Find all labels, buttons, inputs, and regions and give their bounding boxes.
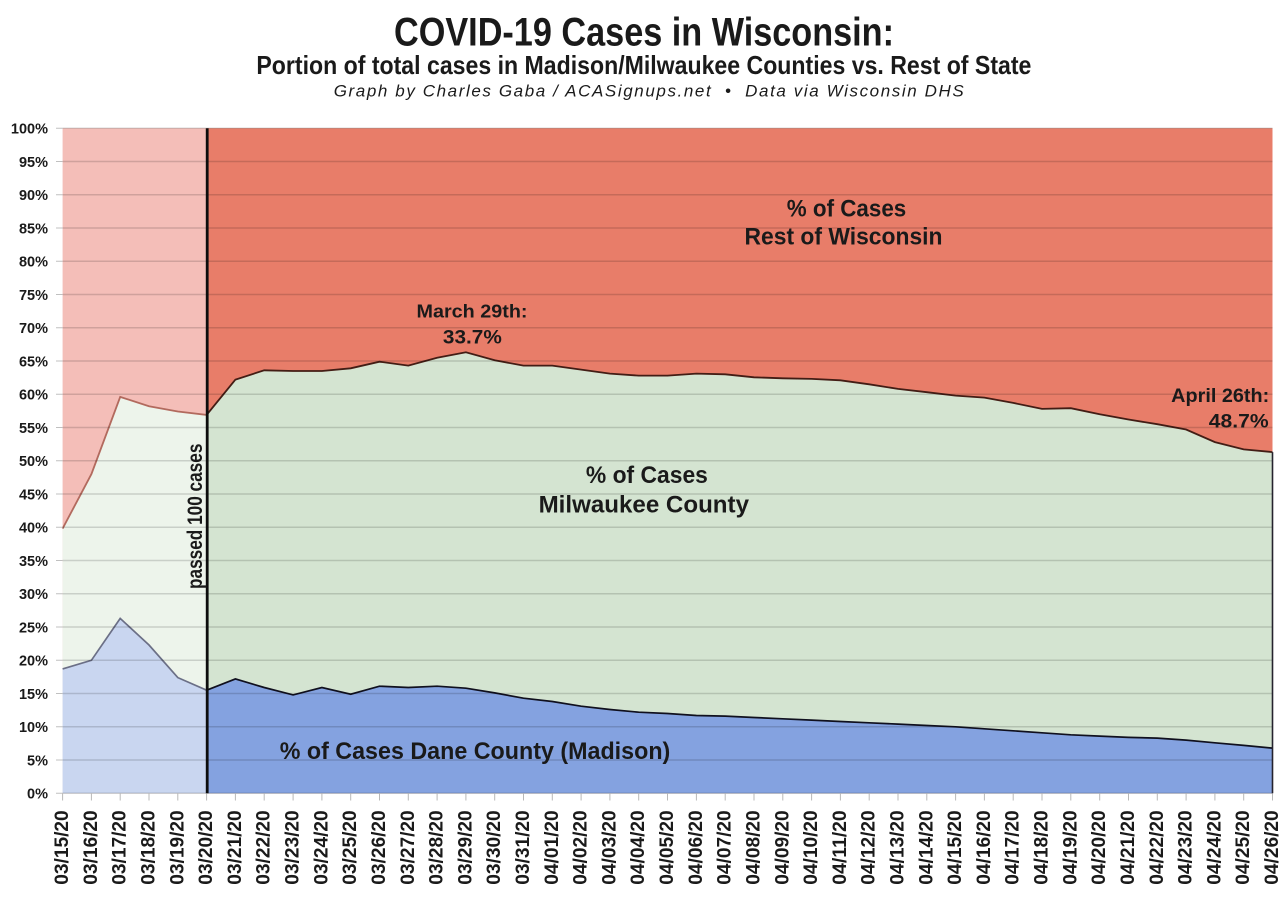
svg-text:85%: 85% xyxy=(19,221,48,237)
svg-text:03/30/20: 03/30/20 xyxy=(484,810,505,884)
svg-text:04/15/20: 04/15/20 xyxy=(945,810,966,884)
svg-text:% of Cases Dane County (Madiso: % of Cases Dane County (Madison) xyxy=(280,738,671,765)
svg-text:Graph by Charles Gaba / ACASig: Graph by Charles Gaba / ACASignups.net •… xyxy=(334,82,965,101)
svg-text:COVID-19 Cases in Wisconsin:: COVID-19 Cases in Wisconsin: xyxy=(394,11,894,55)
svg-text:04/25/20: 04/25/20 xyxy=(1233,810,1254,884)
svg-text:15%: 15% xyxy=(19,687,48,703)
svg-text:55%: 55% xyxy=(19,421,48,437)
svg-text:04/23/20: 04/23/20 xyxy=(1176,810,1197,884)
svg-text:March 29th:: March 29th: xyxy=(417,301,528,322)
svg-text:03/15/20: 03/15/20 xyxy=(52,810,73,884)
svg-text:50%: 50% xyxy=(19,454,48,470)
svg-text:04/19/20: 04/19/20 xyxy=(1060,810,1081,884)
svg-text:04/14/20: 04/14/20 xyxy=(916,810,937,884)
svg-text:03/22/20: 03/22/20 xyxy=(254,810,275,884)
svg-text:25%: 25% xyxy=(19,620,48,636)
svg-text:03/25/20: 03/25/20 xyxy=(340,810,361,884)
svg-text:04/01/20: 04/01/20 xyxy=(542,810,563,884)
svg-text:03/26/20: 03/26/20 xyxy=(369,810,390,884)
svg-text:04/05/20: 04/05/20 xyxy=(657,810,678,884)
svg-text:65%: 65% xyxy=(19,354,48,370)
svg-text:03/23/20: 03/23/20 xyxy=(283,810,304,884)
svg-text:04/02/20: 04/02/20 xyxy=(571,810,592,884)
svg-text:04/04/20: 04/04/20 xyxy=(628,810,649,884)
svg-text:04/24/20: 04/24/20 xyxy=(1204,810,1225,884)
svg-text:04/16/20: 04/16/20 xyxy=(974,810,995,884)
svg-text:04/20/20: 04/20/20 xyxy=(1089,810,1110,884)
svg-text:04/13/20: 04/13/20 xyxy=(888,810,909,884)
svg-text:passed 100 cases: passed 100 cases xyxy=(184,444,207,589)
svg-text:95%: 95% xyxy=(19,155,48,171)
svg-text:04/18/20: 04/18/20 xyxy=(1032,810,1053,884)
svg-text:100%: 100% xyxy=(11,122,48,138)
svg-text:04/10/20: 04/10/20 xyxy=(801,810,822,884)
svg-text:Portion of total cases in Madi: Portion of total cases in Madison/Milwau… xyxy=(256,50,1031,80)
svg-text:04/11/20: 04/11/20 xyxy=(830,810,851,884)
svg-text:Rest of Wisconsin: Rest of Wisconsin xyxy=(745,224,943,251)
svg-text:03/19/20: 03/19/20 xyxy=(167,810,188,884)
svg-text:03/29/20: 03/29/20 xyxy=(455,810,476,884)
svg-text:35%: 35% xyxy=(19,554,48,570)
svg-text:04/12/20: 04/12/20 xyxy=(859,810,880,884)
svg-text:04/09/20: 04/09/20 xyxy=(772,810,793,884)
svg-text:45%: 45% xyxy=(19,487,48,503)
svg-text:03/24/20: 03/24/20 xyxy=(311,810,332,884)
svg-text:03/17/20: 03/17/20 xyxy=(110,810,131,884)
svg-text:April 26th:: April 26th: xyxy=(1171,386,1269,407)
svg-text:04/22/20: 04/22/20 xyxy=(1147,810,1168,884)
svg-text:03/18/20: 03/18/20 xyxy=(139,810,160,884)
svg-text:% of Cases: % of Cases xyxy=(787,195,907,222)
svg-text:03/20/20: 03/20/20 xyxy=(196,810,217,884)
svg-text:04/17/20: 04/17/20 xyxy=(1003,810,1024,884)
svg-text:03/16/20: 03/16/20 xyxy=(81,810,102,884)
svg-text:75%: 75% xyxy=(19,288,48,304)
svg-text:03/27/20: 03/27/20 xyxy=(398,810,419,884)
svg-text:Milwaukee County: Milwaukee County xyxy=(539,491,750,518)
svg-text:0%: 0% xyxy=(27,787,48,803)
svg-text:04/07/20: 04/07/20 xyxy=(715,810,736,884)
svg-text:% of Cases: % of Cases xyxy=(586,462,708,489)
svg-text:04/26/20: 04/26/20 xyxy=(1262,810,1283,884)
svg-text:80%: 80% xyxy=(19,255,48,271)
svg-text:90%: 90% xyxy=(19,188,48,204)
svg-text:04/21/20: 04/21/20 xyxy=(1118,810,1139,884)
svg-text:48.7%: 48.7% xyxy=(1209,410,1269,432)
svg-text:70%: 70% xyxy=(19,321,48,337)
svg-text:20%: 20% xyxy=(19,654,48,670)
svg-text:03/31/20: 03/31/20 xyxy=(513,810,534,884)
svg-text:40%: 40% xyxy=(19,521,48,537)
svg-text:04/06/20: 04/06/20 xyxy=(686,810,707,884)
svg-text:04/08/20: 04/08/20 xyxy=(744,810,765,884)
svg-text:30%: 30% xyxy=(19,587,48,603)
svg-text:04/03/20: 04/03/20 xyxy=(599,810,620,884)
svg-text:60%: 60% xyxy=(19,388,48,404)
svg-text:03/21/20: 03/21/20 xyxy=(225,810,246,884)
svg-text:10%: 10% xyxy=(19,720,48,736)
svg-text:33.7%: 33.7% xyxy=(443,327,502,348)
svg-text:03/28/20: 03/28/20 xyxy=(427,810,448,884)
svg-text:5%: 5% xyxy=(27,753,48,769)
